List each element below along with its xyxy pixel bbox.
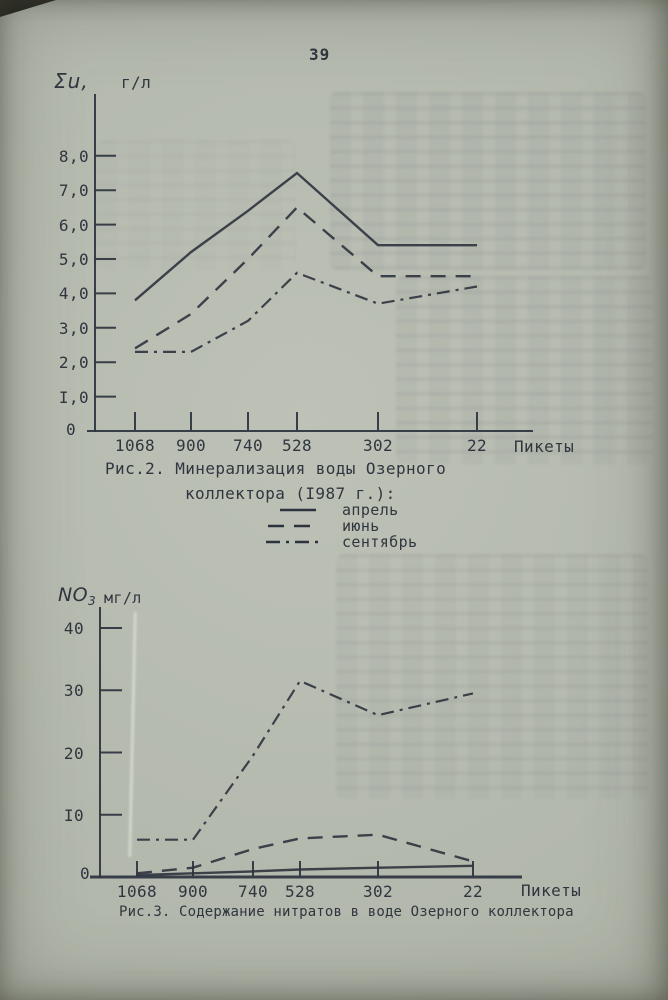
- dashdot-line-sample: [266, 540, 320, 544]
- fig3-series-solid: [136, 864, 474, 877]
- fig2-y-axis-unit: г/л: [121, 73, 152, 92]
- fig2-y-tick-label: 3,0: [58, 318, 89, 338]
- fig2-y-tick-label: 5,0: [58, 250, 89, 269]
- fig3-x-axis-title: Пикеты: [521, 881, 582, 900]
- fig2-y-tick-label: 8,0: [58, 146, 89, 166]
- fig2-x-tick-label: 1068: [114, 436, 156, 455]
- fig3-x-tick-label: 1068: [116, 882, 158, 901]
- fig2-x-tick-label: 740: [232, 436, 264, 455]
- fig3-y-axis-label: NO3: [58, 584, 96, 608]
- legend-label-june: июнь: [342, 517, 380, 535]
- fig2-x-tick-label: 22: [466, 436, 488, 455]
- fig3-origin-label: 0: [79, 864, 90, 883]
- fig3-y-tick-label: 40: [63, 619, 84, 638]
- legend-item-april: апрель: [266, 501, 417, 519]
- fig3-y-tick-label: 20: [63, 743, 84, 763]
- fig3-y-tick-label: I0: [63, 805, 84, 825]
- fig3-y-tick-label: 30: [63, 681, 84, 701]
- solid-line-sample: [280, 508, 316, 512]
- fig2-y-axis-label: Σu,: [54, 69, 89, 93]
- fig2-x-axis-title: Пикеты: [514, 437, 575, 456]
- fig3-x-tick-label: 900: [177, 882, 209, 901]
- fig3-x-tick-label: 302: [362, 882, 394, 901]
- fig3-caption: Рис.3. Содержание нитратов в воде Озерно…: [119, 904, 574, 920]
- fig2-x-tick-label: 302: [362, 436, 394, 455]
- legend-item-september: сентябрь: [266, 533, 418, 551]
- no3-subscript: 3: [87, 594, 97, 609]
- fig3-x-tick-label: 740: [237, 882, 269, 901]
- page-number: 39: [309, 45, 331, 64]
- fig2-origin-label: 0: [65, 420, 76, 439]
- fig2-y-tick-label: 7,0: [58, 181, 89, 201]
- fig2-y-tick-label: I,0: [58, 387, 89, 407]
- legend-label-september: сентябрь: [342, 533, 418, 551]
- fig3-series-dashdot: [137, 679, 474, 841]
- fig3-x-tick-label: 22: [462, 882, 484, 901]
- fig3-y-axis-unit: мг/л: [104, 589, 142, 607]
- fig2-y-tick-label: 6,0: [58, 215, 89, 235]
- fig2-series-dashdot: [135, 271, 478, 353]
- fig3-series-dashed: [136, 833, 474, 875]
- fig2-legend: апрель июнь сентябрь: [266, 501, 418, 551]
- fig2-y-tick-label: 2,0: [58, 353, 89, 373]
- legend-item-june: июнь: [266, 517, 417, 535]
- dashed-line-sample: [268, 524, 319, 528]
- sigma-symbol-label: Σu,: [54, 69, 89, 93]
- fig2-x-tick-label: 528: [281, 436, 313, 455]
- fig2-caption-line1: Рис.2. Минерализация воды Озерного: [105, 459, 447, 478]
- fig2-x-tick-label: 900: [175, 436, 207, 455]
- fig2-caption-line2: коллектора (I987 г.):: [185, 484, 396, 503]
- legend-label-april: апрель: [342, 501, 399, 519]
- fig3-x-tick-label: 528: [284, 882, 316, 901]
- fig2-series-dashed: [134, 205, 477, 350]
- fig2-y-tick-label: 4,0: [58, 284, 89, 304]
- fig2-series-solid: [134, 171, 477, 302]
- no3-label: NO: [58, 584, 88, 606]
